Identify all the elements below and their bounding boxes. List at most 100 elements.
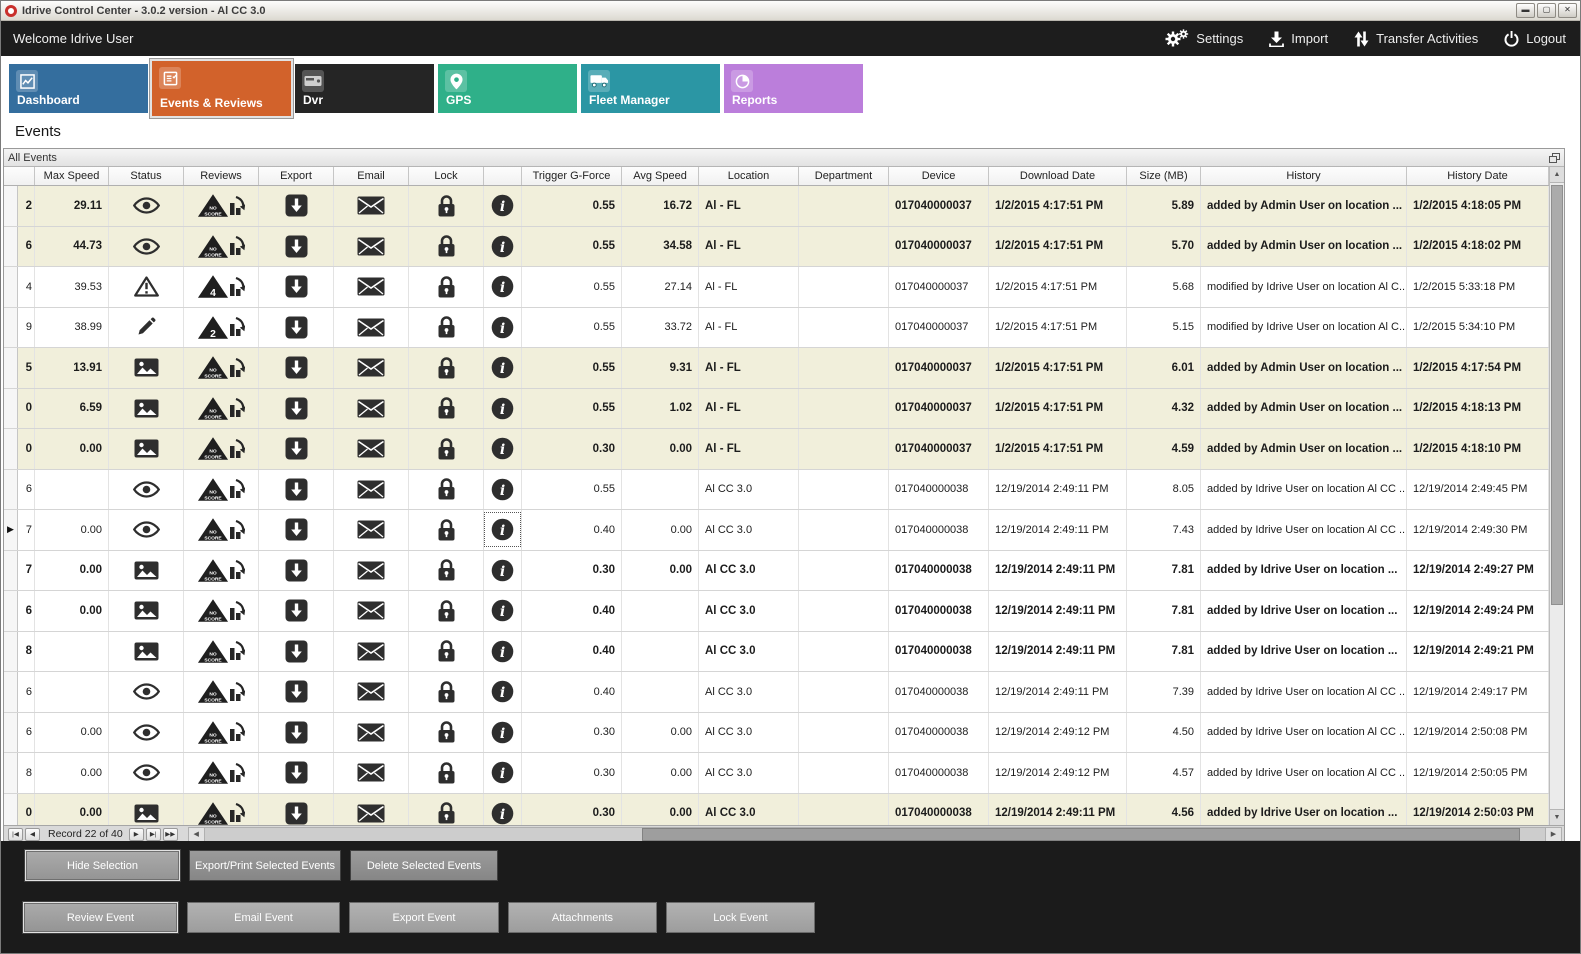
review-score-icon[interactable]: NO SCORE xyxy=(184,388,259,428)
email-icon[interactable] xyxy=(334,348,409,388)
column-header-max-speed[interactable]: Max Speed xyxy=(35,167,109,185)
export-event-button[interactable]: Export Event xyxy=(349,902,499,933)
column-header-history-date[interactable]: History Date xyxy=(1407,167,1549,185)
info-icon[interactable]: i xyxy=(484,510,522,550)
scroll-down-icon[interactable]: ▼ xyxy=(1550,809,1564,825)
export-icon[interactable] xyxy=(259,753,334,793)
review-score-icon[interactable]: NO SCORE xyxy=(184,226,259,266)
lock-icon[interactable] xyxy=(409,753,484,793)
horizontal-scrollbar[interactable]: ◀ ▶ xyxy=(187,826,1562,842)
export-icon[interactable] xyxy=(259,672,334,712)
email-icon[interactable] xyxy=(334,307,409,347)
table-row[interactable]: 7 0.00 NO SCORE i 0.30 0.00 Al CC 3.0 0170400000… xyxy=(4,550,1549,591)
info-icon[interactable]: i xyxy=(484,348,522,388)
export-icon[interactable] xyxy=(259,631,334,671)
info-icon[interactable]: i xyxy=(484,469,522,509)
column-header-size-mb[interactable]: Size (MB) xyxy=(1127,167,1201,185)
column-header-trigger-g-force[interactable]: Trigger G-Force xyxy=(522,167,622,185)
export-icon[interactable] xyxy=(259,469,334,509)
lock-icon[interactable] xyxy=(409,226,484,266)
review-score-icon[interactable]: NO SCORE xyxy=(184,631,259,671)
transfer-activities-action[interactable]: Transfer Activities xyxy=(1354,31,1478,47)
lock-icon[interactable] xyxy=(409,631,484,671)
table-row[interactable]: 5 13.91 NO SCORE i 0.55 9.31 Al - FL 01704000003… xyxy=(4,348,1549,389)
review-score-icon[interactable]: 2 xyxy=(184,307,259,347)
vertical-scroll-thumb[interactable] xyxy=(1551,185,1563,605)
vertical-scrollbar[interactable]: ▲ ▼ xyxy=(1549,167,1564,825)
column-header-history[interactable]: History xyxy=(1201,167,1407,185)
table-row[interactable]: 4 39.53 4 i 0.55 27.14 Al - FL 017040000037 1/2/… xyxy=(4,267,1549,308)
table-row[interactable]: 6 44.73 NO SCORE i 0.55 34.58 Al - FL 0170400000… xyxy=(4,226,1549,267)
review-score-icon[interactable]: NO SCORE xyxy=(184,348,259,388)
column-header-location[interactable]: Location xyxy=(699,167,799,185)
export-icon[interactable] xyxy=(259,307,334,347)
export-icon[interactable] xyxy=(259,793,334,825)
table-row[interactable]: 8 NO SCORE i 0.40 Al CC 3.0 017040000038 12/19/… xyxy=(4,631,1549,672)
info-icon[interactable]: i xyxy=(484,793,522,825)
tab-reports[interactable]: Reports xyxy=(724,64,863,113)
review-score-icon[interactable]: NO SCORE xyxy=(184,429,259,469)
export-icon[interactable] xyxy=(259,591,334,631)
table-row[interactable]: 8 0.00 NO SCORE i 0.30 0.00 Al CC 3.0 0170400000… xyxy=(4,753,1549,794)
export-icon[interactable] xyxy=(259,550,334,590)
table-row[interactable]: 6 NO SCORE i 0.55 Al CC 3.0 017040000038 12/19/… xyxy=(4,469,1549,510)
review-score-icon[interactable]: NO SCORE xyxy=(184,186,259,226)
maximize-button[interactable]: ▢ xyxy=(1537,3,1556,18)
table-row[interactable]: ▶ 7 0.00 NO SCORE i 0.40 0.00 Al CC 3.0 017040000… xyxy=(4,510,1549,551)
email-event-button[interactable]: Email Event xyxy=(187,902,340,933)
lock-icon[interactable] xyxy=(409,550,484,590)
info-icon[interactable]: i xyxy=(484,631,522,671)
info-icon[interactable]: i xyxy=(484,186,522,226)
close-button[interactable]: ✕ xyxy=(1558,3,1577,18)
tab-fleet-manager[interactable]: Fleet Manager xyxy=(581,64,720,113)
review-score-icon[interactable]: NO SCORE xyxy=(184,591,259,631)
tab-events-reviews[interactable]: Events & Reviews xyxy=(152,61,291,116)
email-icon[interactable] xyxy=(334,712,409,752)
lock-icon[interactable] xyxy=(409,348,484,388)
export-print-selected-events-button[interactable]: Export/Print Selected Events xyxy=(189,850,341,881)
column-header-email[interactable]: Email xyxy=(334,167,409,185)
email-icon[interactable] xyxy=(334,469,409,509)
review-score-icon[interactable]: NO SCORE xyxy=(184,550,259,590)
scroll-up-icon[interactable]: ▲ xyxy=(1550,167,1564,183)
info-icon[interactable]: i xyxy=(484,753,522,793)
table-row[interactable]: 6 NO SCORE i 0.40 Al CC 3.0 017040000038 12/19/… xyxy=(4,672,1549,713)
column-header-download-date[interactable]: Download Date xyxy=(989,167,1127,185)
minimize-button[interactable]: ▬ xyxy=(1516,3,1535,18)
email-icon[interactable] xyxy=(334,226,409,266)
next-page-button[interactable]: ▶▶ xyxy=(162,827,178,841)
email-icon[interactable] xyxy=(334,186,409,226)
table-row[interactable]: 6 0.00 NO SCORE i 0.30 0.00 Al CC 3.0 0170400000… xyxy=(4,712,1549,753)
email-icon[interactable] xyxy=(334,793,409,825)
review-score-icon[interactable]: NO SCORE xyxy=(184,469,259,509)
info-icon[interactable]: i xyxy=(484,712,522,752)
info-icon[interactable]: i xyxy=(484,550,522,590)
scroll-right-icon[interactable]: ▶ xyxy=(1545,827,1561,841)
lock-icon[interactable] xyxy=(409,388,484,428)
scroll-left-icon[interactable]: ◀ xyxy=(188,827,205,841)
column-header-device[interactable]: Device xyxy=(889,167,989,185)
review-score-icon[interactable]: 4 xyxy=(184,267,259,307)
export-icon[interactable] xyxy=(259,429,334,469)
column-header-lock[interactable]: Lock xyxy=(409,167,484,185)
review-event-button[interactable]: Review Event xyxy=(23,902,178,933)
lock-icon[interactable] xyxy=(409,793,484,825)
table-row[interactable]: 0 6.59 NO SCORE i 0.55 1.02 Al - FL 017040000037… xyxy=(4,388,1549,429)
email-icon[interactable] xyxy=(334,429,409,469)
table-row[interactable]: 0 0.00 NO SCORE i 0.30 0.00 Al - FL 017040000037… xyxy=(4,429,1549,470)
attachments-button[interactable]: Attachments xyxy=(508,902,657,933)
export-icon[interactable] xyxy=(259,186,334,226)
email-icon[interactable] xyxy=(334,267,409,307)
lock-icon[interactable] xyxy=(409,267,484,307)
table-row[interactable]: 6 0.00 NO SCORE i 0.40 Al CC 3.0 017040000038 12… xyxy=(4,591,1549,632)
export-icon[interactable] xyxy=(259,267,334,307)
review-score-icon[interactable]: NO SCORE xyxy=(184,753,259,793)
export-icon[interactable] xyxy=(259,348,334,388)
hide-selection-button[interactable]: Hide Selection xyxy=(25,850,180,881)
lock-icon[interactable] xyxy=(409,672,484,712)
email-icon[interactable] xyxy=(334,510,409,550)
info-icon[interactable]: i xyxy=(484,267,522,307)
review-score-icon[interactable]: NO SCORE xyxy=(184,793,259,825)
export-icon[interactable] xyxy=(259,226,334,266)
column-header-reviews[interactable]: Reviews xyxy=(184,167,259,185)
